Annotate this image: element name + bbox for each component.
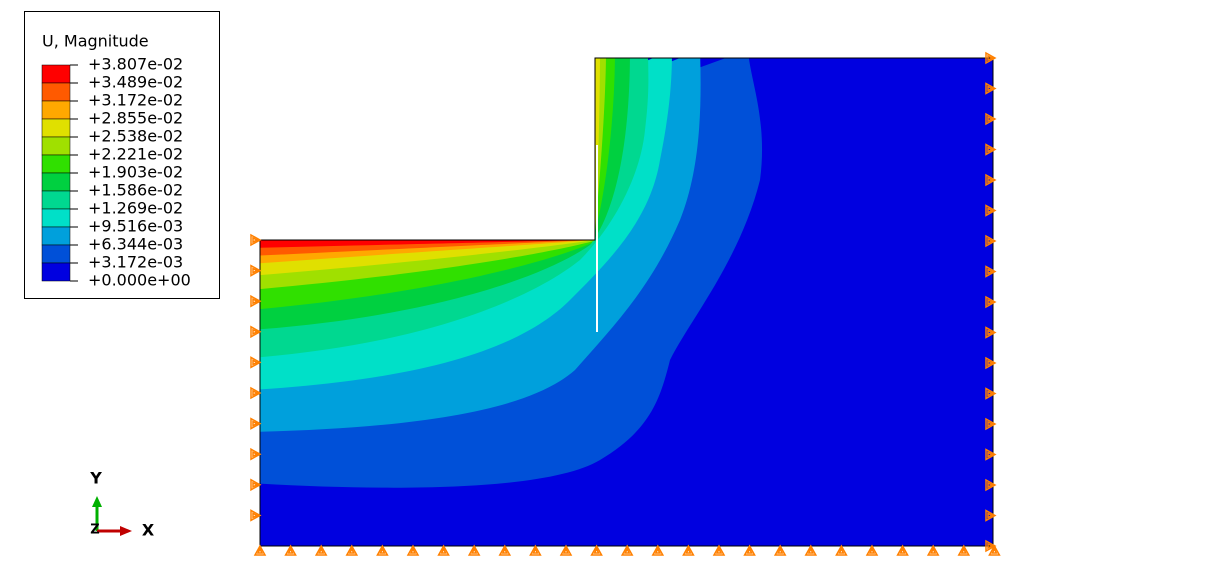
bc-marker [896,544,909,556]
triad-label: Y [89,469,102,488]
bc-marker [651,544,665,556]
legend-level: +2.221e-02 [88,145,183,164]
bc-marker [250,478,262,492]
legend-swatch [41,118,71,138]
bc-marker [284,544,297,556]
legend-swatch [41,172,71,192]
bc-marker [253,544,267,556]
bc-marker [250,264,262,277]
bc-marker [406,544,420,556]
bc-marker [250,509,262,522]
bc-marker [985,326,997,339]
legend-level: +0.000e+00 [88,271,191,290]
bc-marker [743,544,756,556]
bc-marker [985,417,997,431]
contour-plot [260,58,993,546]
bc-marker [985,539,997,553]
bc-marker [985,112,997,126]
bc-marker [985,265,997,278]
bc-marker [985,356,997,370]
bc-marker [250,233,262,247]
bc-marker [314,544,328,556]
bc-marker [250,356,262,369]
legend-level: +3.172e-03 [88,253,183,272]
bc-marker [250,386,262,400]
bc-marker [712,544,726,556]
bc-marker [250,447,262,461]
legend-swatch [41,154,71,174]
bc-marker [835,544,848,556]
bc-marker [985,234,997,248]
bc-marker [988,544,1001,556]
bc-marker [985,143,997,156]
legend-level: +2.855e-02 [88,109,183,128]
legend-swatch [41,82,71,102]
bc-marker [467,544,481,556]
legend-level: +1.586e-02 [88,181,183,200]
legend-swatch [41,190,71,210]
bc-marker [926,544,940,556]
legend-swatch [41,64,71,84]
bc-marker [590,544,603,556]
bc-marker [773,544,787,556]
bc-marker [250,325,262,339]
legend-scale: +3.807e-02+3.489e-02+3.172e-02+2.855e-02… [41,55,191,290]
triad-arrow [120,526,132,536]
triad-label: X [142,521,155,540]
bc-marker [957,544,971,556]
bc-marker [865,544,879,556]
bc-marker [985,51,997,65]
bc-marker [559,544,573,556]
legend-swatch [41,226,71,246]
bc-marker [250,294,262,308]
bc-marker [985,478,997,492]
legend-level: +1.269e-02 [88,199,183,218]
legend-level: +3.489e-02 [88,73,183,92]
bc-marker [345,544,359,556]
legend-level: +3.172e-02 [88,91,183,110]
bc-marker [250,417,262,430]
legend-title: U, Magnitude [42,32,149,51]
legend-level: +2.538e-02 [88,127,183,146]
bc-marker [985,82,997,95]
bc-marker [985,448,997,461]
bc-marker [804,544,818,556]
bc-marker [985,173,997,187]
bc-marker [985,387,997,400]
legend-swatch [41,244,71,264]
legend-swatch [41,262,71,282]
bc-marker [682,544,695,556]
legend-swatch [41,136,71,156]
bc-marker [985,204,997,217]
bc-marker [985,295,997,309]
legend-level: +6.344e-03 [88,235,183,254]
legend-swatch [41,208,71,228]
bc-marker [985,509,997,522]
triad-arrow [92,496,102,507]
bc-marker [529,544,542,556]
legend-swatch [41,100,71,120]
legend-level: +1.903e-02 [88,163,183,182]
legend-level: +9.516e-03 [88,217,183,236]
bc-marker [498,544,512,556]
boundary-conditions [250,51,1001,556]
bc-marker [437,544,450,556]
legend-level: +3.807e-02 [88,55,183,74]
triad-label: Z [90,523,99,538]
bc-marker [376,544,389,556]
bc-marker [620,544,634,556]
